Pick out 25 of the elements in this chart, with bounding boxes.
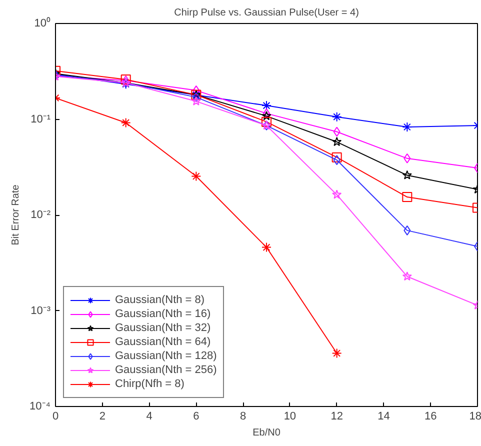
y-tick-label: 10⁻²: [30, 209, 51, 221]
legend-label: Chirp(Nfh = 8): [115, 377, 184, 391]
y-axis-title: Bit Error Rate: [10, 184, 22, 246]
x-tick-label: 12: [330, 410, 343, 422]
x-tick-label: 14: [378, 410, 390, 422]
x-tick-label: 4: [146, 410, 152, 422]
x-tick-label: 10: [284, 410, 296, 422]
legend-label: Gaussian(Nth = 128): [115, 349, 217, 363]
y-tick-label: 10⁻⁴: [30, 400, 51, 412]
x-tick-label: 18: [469, 410, 481, 422]
legend-label: Gaussian(Nth = 16): [115, 307, 211, 321]
legend-label: Gaussian(Nth = 8): [115, 293, 205, 307]
legend-label: Gaussian(Nth = 64): [115, 335, 211, 349]
x-tick-label: 0: [52, 410, 59, 422]
x-axis-title: Eb/N0: [252, 428, 281, 438]
x-tick-label: 8: [240, 410, 246, 422]
x-tick-label: 6: [193, 410, 200, 422]
chart-title: Chirp Pulse vs. Gaussian Pulse(User = 4): [174, 8, 359, 18]
x-tick-label: 16: [424, 410, 437, 422]
y-tick-label: 10⁰: [34, 16, 51, 30]
x-tick-label: 2: [99, 410, 106, 422]
legend-label: Gaussian(Nth = 32): [115, 321, 211, 335]
y-tick-label: 10⁻¹: [30, 113, 51, 126]
legend-label: Gaussian(Nth = 256): [115, 363, 217, 377]
y-tick-label: 10⁻³: [30, 304, 51, 317]
